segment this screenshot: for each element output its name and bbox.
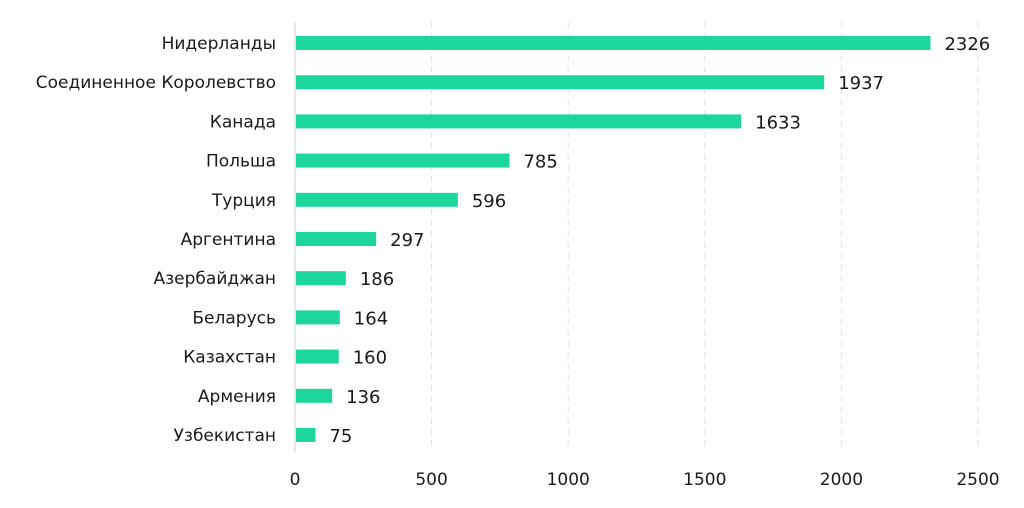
value-label: 1937 xyxy=(838,73,884,94)
category-label: Аргентина xyxy=(181,230,276,250)
bar-8 xyxy=(296,349,339,364)
bar-2 xyxy=(296,114,742,129)
bar-7 xyxy=(296,310,340,325)
bar-3 xyxy=(296,153,510,168)
labels: 0 500 1000 1500 2000 2500 Нидерланды 2326 Соедин… xyxy=(36,34,1000,490)
x-tick-label: 2000 xyxy=(820,470,863,490)
x-tick-label: 500 xyxy=(415,470,447,490)
category-label: Соединенное Королевство xyxy=(36,73,276,93)
value-label: 297 xyxy=(390,230,424,251)
x-tick-label: 1500 xyxy=(683,470,726,490)
bar-4 xyxy=(296,192,458,207)
bar-6 xyxy=(296,271,346,286)
gridlines xyxy=(294,22,979,452)
bar-0 xyxy=(296,36,931,50)
bars xyxy=(296,36,931,442)
value-label: 186 xyxy=(360,269,394,290)
value-label: 785 xyxy=(523,152,557,173)
x-tick-label: 2500 xyxy=(956,470,999,490)
category-label: Польша xyxy=(206,152,276,172)
value-label: 596 xyxy=(472,191,506,212)
bar-1 xyxy=(296,75,825,90)
category-label: Армения xyxy=(198,387,276,407)
value-label: 75 xyxy=(329,426,352,447)
category-label: Беларусь xyxy=(192,308,276,328)
x-tick-label: 1000 xyxy=(547,470,590,490)
bar-5 xyxy=(296,232,377,246)
category-label: Казахстан xyxy=(183,348,276,368)
bar-9 xyxy=(296,388,333,403)
category-label: Узбекистан xyxy=(174,426,276,446)
value-label: 1633 xyxy=(755,112,801,133)
category-label: Нидерланды xyxy=(162,34,276,54)
bar-10 xyxy=(296,428,316,442)
category-label: Турция xyxy=(211,191,276,211)
category-label: Азербайджан xyxy=(154,269,276,289)
category-label: Канада xyxy=(210,112,276,132)
x-tick-label: 0 xyxy=(290,470,301,490)
value-label: 136 xyxy=(346,387,380,408)
value-label: 160 xyxy=(353,348,387,369)
value-label: 2326 xyxy=(944,34,990,55)
value-label: 164 xyxy=(354,308,388,329)
